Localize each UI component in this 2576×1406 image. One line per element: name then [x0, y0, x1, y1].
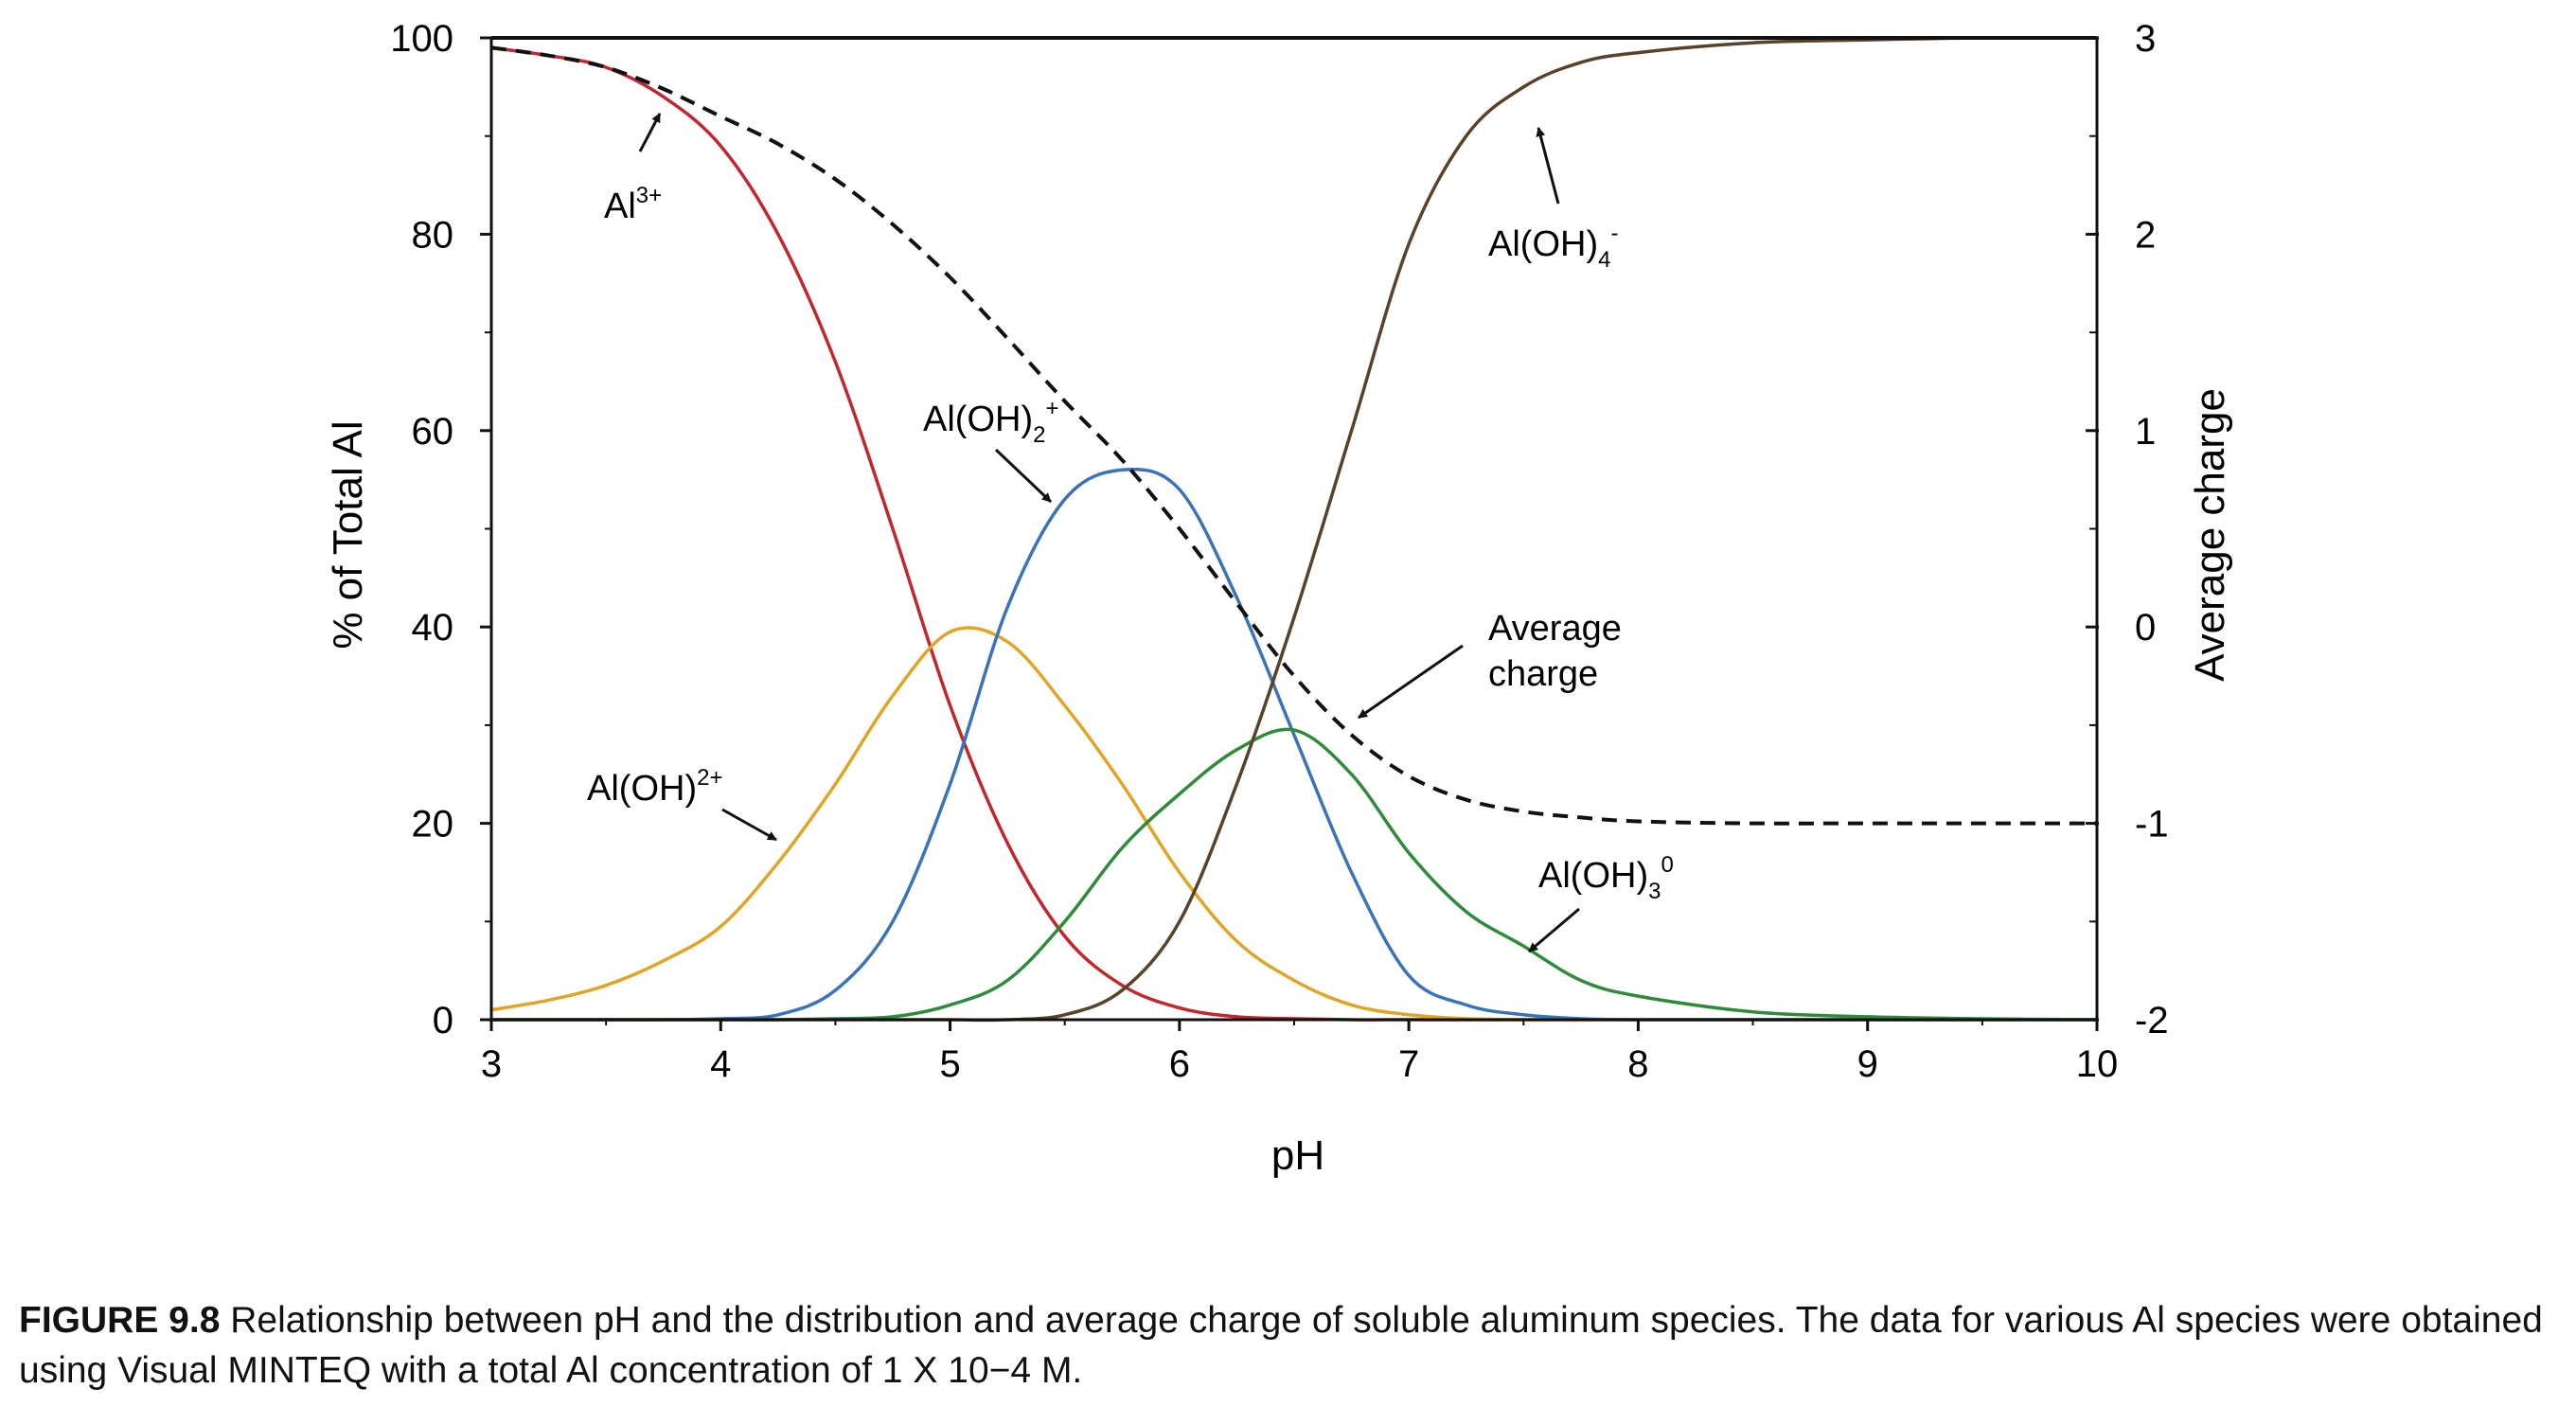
annotation-aloh2-plus-arrow — [994, 448, 1053, 504]
annotation-al3-arrow — [638, 113, 662, 152]
annotation-aloh3-zero-base: Al(OH) — [1538, 856, 1648, 896]
y2-axis-label: Average charge — [2187, 388, 2233, 682]
annotation-aloh4-minus: Al(OH)4- — [1488, 127, 1618, 273]
annotation-average-charge-line1: Average — [1488, 609, 1622, 649]
x-tick-label: 6 — [1169, 1043, 1190, 1085]
y2-tick-label: 1 — [2135, 411, 2156, 453]
y-axis-label: % of Total Al — [325, 420, 371, 649]
y2-tick-label: -2 — [2135, 1000, 2169, 1041]
svg-text:Al(OH)4-: Al(OH)4- — [1488, 221, 1618, 273]
annotation-al3: Al3+ — [604, 113, 662, 226]
y-tick-label: 100 — [390, 18, 453, 60]
annotation-average-charge-line2: charge — [1488, 654, 1598, 694]
annotation-aloh2-plus-sub: 2 — [1033, 422, 1045, 448]
x-tick-label: 3 — [481, 1043, 502, 1085]
annotation-aloh3-zero-arrow — [1528, 907, 1580, 953]
figure-caption: FIGURE 9.8 Relationship between pH and t… — [19, 1295, 2556, 1396]
annotation-aloh-2plus-arrow — [721, 808, 777, 842]
annotation-aloh-2plus: Al(OH)2+ — [587, 765, 777, 842]
series-line-al-oh-2-dihydroxy — [491, 467, 2097, 1022]
svg-text:Al(OH)2+: Al(OH)2+ — [923, 396, 1058, 448]
series-layer — [490, 36, 2098, 1023]
annotation-aloh4-minus-sup: - — [1610, 221, 1618, 246]
annotation-aloh4-minus-arrow — [1536, 127, 1560, 205]
y2-tick-label: 0 — [2135, 607, 2156, 649]
annotation-aloh4-minus-base: Al(OH) — [1488, 224, 1598, 264]
series-line-average-charge — [490, 45, 2097, 826]
y-tick-label: 0 — [433, 1000, 453, 1041]
axes-layer — [489, 36, 2099, 1022]
annotation-average-charge-arrow — [1358, 644, 1464, 720]
series-line-al3 — [490, 45, 2097, 1022]
x-tick-label: 4 — [710, 1043, 731, 1085]
annotation-al3-base: Al — [604, 187, 636, 226]
annotation-aloh3-zero-sup: 0 — [1661, 852, 1673, 878]
x-tick-label: 8 — [1627, 1043, 1648, 1085]
annotation-aloh2-plus-sup: + — [1045, 396, 1058, 421]
annotation-al3-sup: 3+ — [636, 183, 662, 208]
y-tick-label: 40 — [412, 607, 454, 649]
y2-tick-label: 3 — [2135, 18, 2156, 60]
annotation-average-charge: Average charge — [1358, 609, 1622, 720]
annotation-aloh2-plus: Al(OH)2+ — [923, 396, 1058, 504]
series-line-al-oh-4 — [491, 36, 2098, 1023]
svg-text:Al3+: Al3+ — [604, 183, 662, 226]
x-tick-label: 7 — [1398, 1043, 1419, 1085]
svg-text:Al(OH)30: Al(OH)30 — [1538, 852, 1674, 904]
annotation-aloh2-plus-base: Al(OH) — [923, 400, 1033, 439]
x-tick-label: 9 — [1857, 1043, 1878, 1085]
series-line-al-oh-3-0 — [491, 727, 2098, 1022]
annotation-aloh-2plus-base: Al(OH) — [587, 769, 697, 809]
annotation-aloh3-zero: Al(OH)30 — [1528, 852, 1674, 953]
caption-text: Relationship between pH and the distribu… — [19, 1300, 2543, 1391]
y-tick-label: 20 — [412, 804, 454, 845]
y2-tick-label: -1 — [2135, 804, 2169, 845]
y2-tick-label: 2 — [2135, 214, 2156, 256]
annotation-aloh-2plus-sup: 2+ — [697, 765, 722, 791]
y-tick-label: 60 — [412, 411, 454, 453]
x-tick-label: 5 — [939, 1043, 960, 1085]
annotation-aloh4-minus-sub: 4 — [1598, 247, 1610, 273]
svg-text:Al(OH)2+: Al(OH)2+ — [587, 765, 722, 809]
y-tick-label: 80 — [412, 214, 454, 256]
annotation-aloh3-zero-sub: 3 — [1648, 879, 1661, 904]
x-tick-label: 10 — [2076, 1043, 2119, 1085]
x-axis-label: pH — [1271, 1132, 1324, 1179]
caption-label: FIGURE 9.8 — [19, 1300, 221, 1341]
